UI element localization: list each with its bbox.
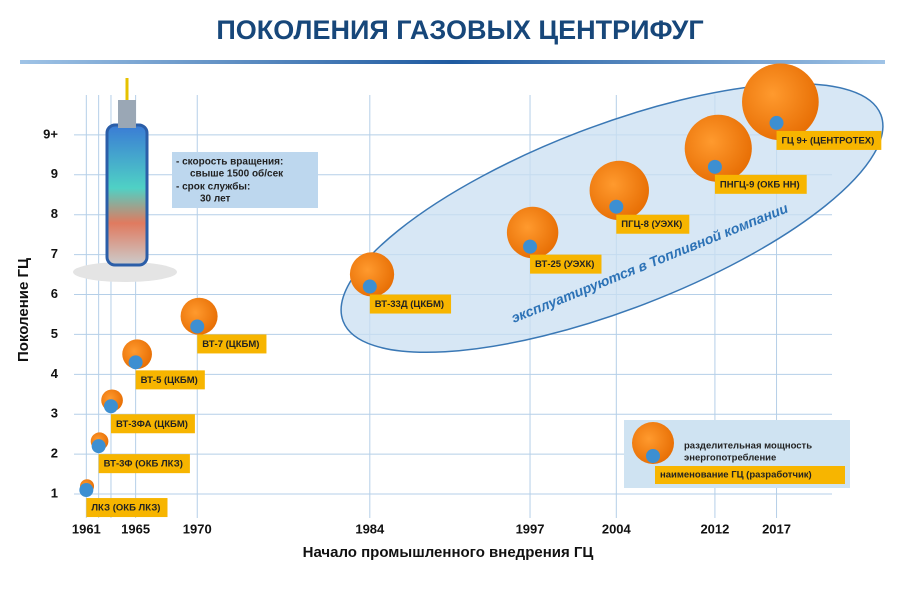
point-label: ВТ-5 (ЦКБМ) bbox=[141, 375, 198, 386]
bubble bbox=[349, 252, 395, 297]
bubble bbox=[742, 63, 819, 141]
point-label: ГЦ 9+ (ЦЕНТРОТЕХ) bbox=[782, 135, 875, 146]
x-tick-label: 1997 bbox=[516, 521, 545, 536]
x-tick-label: 1970 bbox=[183, 521, 212, 536]
x-tick-label: 2004 bbox=[602, 521, 632, 536]
point bbox=[707, 159, 722, 174]
x-axis-label: Начало промышленного внедрения ГЦ bbox=[303, 544, 594, 561]
info-text: свыше 1500 об/сек bbox=[190, 168, 284, 180]
y-tick-label: 9 bbox=[51, 166, 58, 181]
image-base bbox=[73, 262, 177, 282]
bubble bbox=[589, 160, 649, 221]
point-label: ПГЦ-8 (УЭХК) bbox=[621, 219, 682, 230]
legend-dot bbox=[646, 449, 660, 463]
y-tick-label: 5 bbox=[51, 326, 58, 341]
label-box bbox=[197, 334, 267, 354]
point-label: ВТ-3ФА (ЦКБМ) bbox=[116, 419, 188, 430]
info-text: 30 лет bbox=[200, 194, 231, 205]
image-top bbox=[118, 100, 136, 128]
point bbox=[769, 115, 784, 130]
y-tick-label: 3 bbox=[51, 406, 58, 421]
point-label: ЛКЗ (ОКБ ЛКЗ) bbox=[91, 503, 160, 514]
point bbox=[523, 239, 538, 254]
legend-bubble bbox=[632, 422, 674, 464]
y-tick-label: 6 bbox=[51, 286, 58, 301]
label-box bbox=[530, 254, 602, 274]
y-axis-label: Поколение ГЦ bbox=[15, 258, 32, 362]
bubble bbox=[684, 114, 752, 182]
point bbox=[362, 279, 377, 294]
label-box bbox=[714, 174, 807, 194]
point-label: ВТ-7 (ЦКБМ) bbox=[202, 339, 259, 350]
bubble bbox=[506, 206, 559, 259]
x-tick-label: 1965 bbox=[121, 521, 150, 536]
label-box bbox=[98, 454, 190, 474]
point-label: ПНГЦ-9 (ОКБ НН) bbox=[720, 179, 800, 190]
label-box bbox=[86, 498, 168, 518]
point-label: ВТ-33Д (ЦКБМ) bbox=[375, 299, 444, 310]
point bbox=[103, 399, 118, 414]
point bbox=[91, 439, 106, 454]
info-text: - срок службы: bbox=[176, 181, 250, 193]
point bbox=[609, 199, 624, 214]
y-tick-label: 9+ bbox=[43, 126, 58, 141]
label-box bbox=[135, 370, 205, 390]
y-tick-label: 7 bbox=[51, 246, 58, 261]
point-label: ВТ-3Ф (ОКБ ЛКЗ) bbox=[104, 459, 183, 470]
info-box bbox=[172, 152, 318, 208]
x-tick-label: 1961 bbox=[72, 521, 101, 536]
x-tick-label: 2017 bbox=[762, 521, 791, 536]
x-tick-label: 2012 bbox=[700, 521, 729, 536]
centrifuge-image bbox=[73, 78, 177, 282]
label-box bbox=[369, 294, 452, 314]
legend-text: энергопотребление bbox=[684, 453, 776, 464]
bubble bbox=[180, 297, 218, 335]
legend-text: разделительная мощность bbox=[684, 441, 812, 452]
y-tick-label: 2 bbox=[51, 446, 58, 461]
info-text: - скорость вращения: bbox=[176, 157, 283, 168]
y-tick-label: 4 bbox=[51, 366, 59, 381]
label-box bbox=[776, 130, 882, 150]
point-label: ВТ-25 (УЭХК) bbox=[535, 259, 594, 270]
label-box bbox=[616, 214, 690, 234]
point bbox=[190, 319, 205, 334]
title-rule bbox=[20, 60, 885, 64]
y-tick-label: 1 bbox=[51, 485, 58, 500]
point bbox=[128, 355, 143, 370]
point bbox=[79, 483, 94, 498]
legend-text: наименование ГЦ (разработчик) bbox=[660, 470, 812, 481]
chart-title: ПОКОЛЕНИЯ ГАЗОВЫХ ЦЕНТРИФУГ bbox=[216, 15, 703, 45]
label-box bbox=[110, 414, 195, 434]
x-tick-label: 1984 bbox=[355, 521, 385, 536]
y-tick-label: 8 bbox=[51, 206, 58, 221]
image-body bbox=[105, 123, 149, 267]
legend-label-box bbox=[655, 466, 845, 484]
